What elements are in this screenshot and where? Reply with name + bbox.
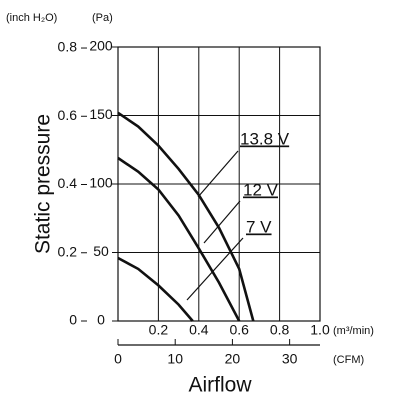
y-tick-label: 150	[89, 106, 113, 122]
leader-line	[186, 237, 244, 301]
x-tick-label: 0.6	[229, 322, 249, 338]
leader-line	[197, 150, 239, 198]
x-tick-label: 0.8	[270, 322, 290, 338]
series-label: 13.8 V	[240, 129, 290, 148]
y2-tick-label: 0.6	[58, 107, 78, 123]
x-axis-title: Airflow	[188, 374, 252, 397]
x-unit: (m³/min)	[333, 325, 374, 337]
y-tick-label: 200	[89, 38, 113, 54]
leader-line	[203, 200, 241, 244]
y-tick-label: 50	[93, 243, 109, 259]
y-axis-title: Static pressure	[32, 114, 55, 254]
x-tick-label: 0.4	[189, 322, 209, 338]
x-tick-label: 1.0	[310, 322, 330, 338]
y-tick-label: 0	[97, 312, 105, 328]
x2-unit: (CFM)	[333, 354, 364, 366]
y-unit: (Pa)	[92, 12, 113, 24]
series-label: 7 V	[246, 217, 272, 236]
x2-tick-label: 0	[114, 351, 122, 367]
y2-tick-label: 0.4	[58, 175, 78, 191]
x2-tick-label: 20	[225, 351, 241, 367]
series-line	[117, 156, 241, 322]
series-line	[117, 256, 194, 322]
series-line	[117, 111, 255, 322]
x-tick-label: 0.2	[149, 322, 169, 338]
y2-tick-label: 0.2	[58, 243, 78, 259]
x2-tick-label: 30	[282, 351, 298, 367]
series-label: 12 V	[243, 180, 279, 199]
x2-tick-label: 10	[167, 351, 183, 367]
y2-tick-label: 0	[69, 312, 77, 328]
y2-tick-label: 0.8	[58, 39, 78, 55]
y-tick-label: 100	[89, 175, 113, 191]
y2-unit: (inch H₂O)	[6, 12, 57, 24]
